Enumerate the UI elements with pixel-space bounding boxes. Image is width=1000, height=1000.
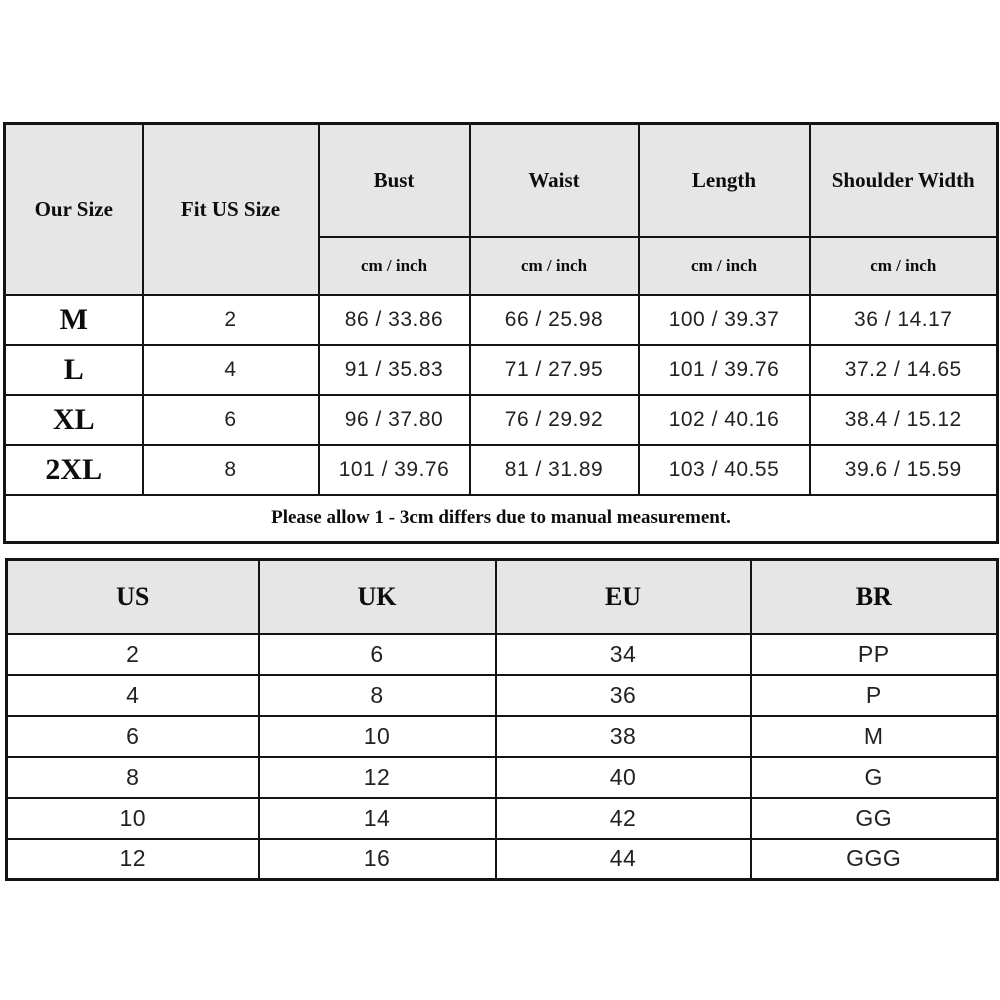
- size-conversion-table: US UK EU BR 2 6 34 PP 4 8 36 P 6 10 38: [5, 558, 999, 881]
- cell-length: 102 / 40.16: [637, 393, 811, 446]
- cell-br: G: [749, 755, 999, 799]
- unit-label-length: cm / inch: [637, 235, 811, 296]
- cell-bust: 96 / 37.80: [317, 393, 471, 446]
- cell-uk: 12: [257, 755, 497, 799]
- cell-shoulder-width: 38.4 / 15.12: [808, 393, 999, 446]
- unit-label-bust: cm / inch: [317, 235, 471, 296]
- conversion-row: 12 16 44 GGG: [5, 837, 999, 881]
- cell-br: P: [749, 673, 999, 717]
- cell-us: 8: [5, 755, 260, 799]
- size-row-2xl: 2XL 8 101 / 39.76 81 / 31.89 103 / 40.55…: [3, 443, 999, 496]
- size-row-l: L 4 91 / 35.83 71 / 27.95 101 / 39.76 37…: [3, 343, 999, 396]
- cell-shoulder-width: 36 / 14.17: [808, 293, 999, 346]
- cell-bust: 91 / 35.83: [317, 343, 471, 396]
- note-row: Please allow 1 - 3cm differs due to manu…: [3, 493, 999, 544]
- cell-waist: 81 / 31.89: [468, 443, 640, 496]
- cell-br: M: [749, 714, 999, 758]
- cell-uk: 6: [257, 632, 497, 676]
- cell-uk: 10: [257, 714, 497, 758]
- unit-header-row: cm / inch cm / inch cm / inch cm / inch: [5, 235, 999, 296]
- unit-label-waist: cm / inch: [468, 235, 640, 296]
- cell-length: 103 / 40.55: [637, 443, 811, 496]
- cell-eu: 34: [494, 632, 752, 676]
- header-us: US: [5, 558, 260, 635]
- cell-uk: 16: [257, 837, 497, 881]
- cell-waist: 71 / 27.95: [468, 343, 640, 396]
- cell-eu: 44: [494, 837, 752, 881]
- header-shoulder-width: Shoulder Width: [808, 122, 999, 238]
- cell-uk: 14: [257, 796, 497, 840]
- cell-our-size: XL: [3, 393, 144, 446]
- cell-shoulder-width: 37.2 / 14.65: [808, 343, 999, 396]
- cell-length: 101 / 39.76: [637, 343, 811, 396]
- header-fit-us-size: Fit US Size: [141, 122, 320, 296]
- conversion-row: 6 10 38 M: [5, 714, 999, 758]
- cell-fit-us-size: 6: [141, 393, 320, 446]
- cell-br: GG: [749, 796, 999, 840]
- header-waist: Waist: [468, 122, 640, 238]
- header-bust: Bust: [317, 122, 471, 238]
- cell-bust: 86 / 33.86: [317, 293, 471, 346]
- header-length: Length: [637, 122, 811, 238]
- cell-fit-us-size: 8: [141, 443, 320, 496]
- header-eu: EU: [494, 558, 752, 635]
- cell-our-size: 2XL: [3, 443, 144, 496]
- conversion-row: 10 14 42 GG: [5, 796, 999, 840]
- unit-label-shoulder-width: cm / inch: [808, 235, 999, 296]
- cell-eu: 42: [494, 796, 752, 840]
- conversion-row: 8 12 40 G: [5, 755, 999, 799]
- cell-us: 2: [5, 632, 260, 676]
- cell-br: GGG: [749, 837, 999, 881]
- header-uk: UK: [257, 558, 497, 635]
- cell-eu: 36: [494, 673, 752, 717]
- size-row-xl: XL 6 96 / 37.80 76 / 29.92 102 / 40.16 3…: [3, 393, 999, 446]
- conversion-row: 4 8 36 P: [5, 673, 999, 717]
- cell-us: 6: [5, 714, 260, 758]
- cell-uk: 8: [257, 673, 497, 717]
- cell-our-size: L: [3, 343, 144, 396]
- cell-eu: 38: [494, 714, 752, 758]
- cell-waist: 66 / 25.98: [468, 293, 640, 346]
- cell-fit-us-size: 4: [141, 343, 320, 396]
- cell-waist: 76 / 29.92: [468, 393, 640, 446]
- header-br: BR: [749, 558, 999, 635]
- cell-us: 10: [5, 796, 260, 840]
- conversion-row: 2 6 34 PP: [5, 632, 999, 676]
- measurement-note: Please allow 1 - 3cm differs due to manu…: [3, 493, 999, 544]
- header-our-size: Our Size: [3, 122, 144, 296]
- conversion-header-row: US UK EU BR: [5, 558, 999, 635]
- cell-us: 4: [5, 673, 260, 717]
- cell-us: 12: [5, 837, 260, 881]
- cell-our-size: M: [3, 293, 144, 346]
- measurement-header-row: Our Size Fit US Size Bust Waist Length S…: [3, 122, 999, 296]
- cell-fit-us-size: 2: [141, 293, 320, 346]
- cell-bust: 101 / 39.76: [317, 443, 471, 496]
- cell-length: 100 / 39.37: [637, 293, 811, 346]
- cell-br: PP: [749, 632, 999, 676]
- size-row-m: M 2 86 / 33.86 66 / 25.98 100 / 39.37 36…: [3, 293, 999, 346]
- cell-shoulder-width: 39.6 / 15.59: [808, 443, 999, 496]
- measurement-table: Our Size Fit US Size Bust Waist Length S…: [3, 122, 999, 544]
- cell-eu: 40: [494, 755, 752, 799]
